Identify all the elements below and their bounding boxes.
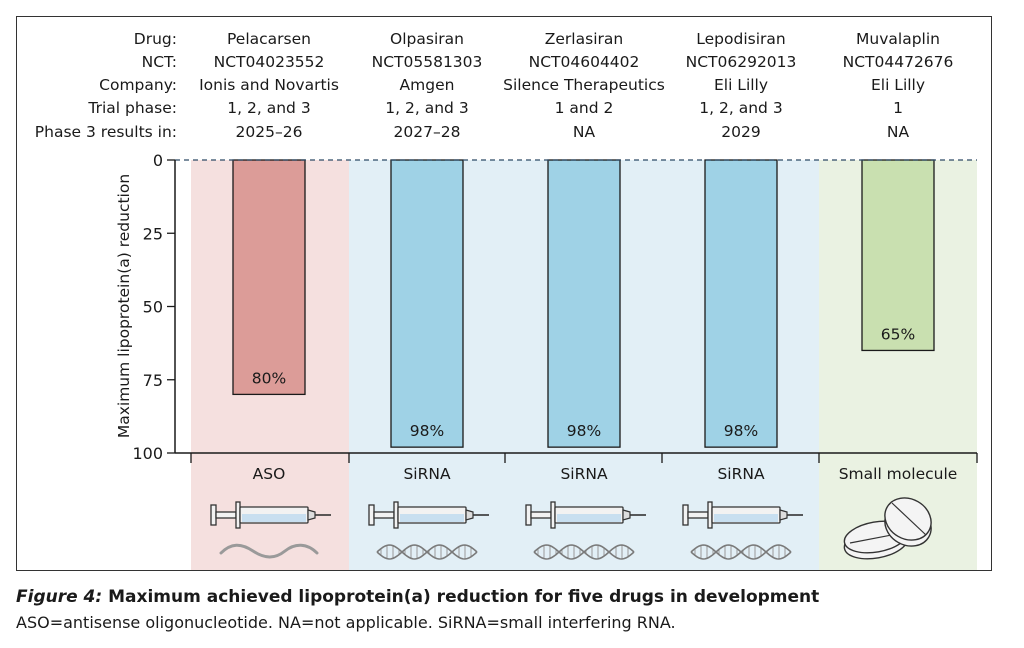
double-helix-icon [690,544,792,560]
trial-phase: 1, 2, and 3 [699,99,782,117]
caption-title-line: Figure 4: Maximum achieved lipoprotein(a… [16,586,1006,608]
y-tick-label: 75 [143,371,163,390]
category-group-label: SiRNA [560,465,608,483]
data-label: 98% [724,422,758,440]
syringe-icon [210,501,331,529]
nct-number: NCT05581303 [372,53,483,71]
chart: Drug: NCT: Company: Trial phase: Phase 3 res… [35,30,978,570]
category-group-label: SiRNA [717,465,765,483]
category-group-label: Small molecule [839,465,958,483]
oligonucleotide-wave-icon [219,543,319,559]
caption-note: ASO=antisense oligonucleotide. NA=not ap… [16,613,676,632]
category-group-label: ASO [253,465,286,483]
y-tick-label: 50 [143,298,163,317]
phase3-results: 2025–26 [236,123,303,141]
drug-name: Pelacarsen [227,30,311,48]
syringe-icon [525,501,646,529]
figure-title: Maximum achieved lipoprotein(a) reductio… [108,587,820,607]
nct-number: NCT04023552 [214,53,325,71]
figure-frame: Drug: NCT: Company: Trial phase: Phase 3 res… [16,16,992,571]
phase3-results: NA [573,123,596,141]
syringe-icon [682,501,803,529]
bar-zerlasiran [547,159,621,448]
header-row-label: NCT: [142,53,177,71]
y-tick-label: 0 [153,151,163,170]
figure-caption: Figure 4: Maximum achieved lipoprotein(a… [16,586,1006,634]
drug-name: Zerlasiran [545,30,623,48]
phase3-results: 2029 [721,123,760,141]
trial-phase: 1, 2, and 3 [227,99,310,117]
trial-phase: 1, 2, and 3 [385,99,468,117]
header-row-label: Phase 3 results in: [35,123,177,141]
nct-number: NCT04472676 [843,53,954,71]
syringe-icon [368,501,489,529]
bar-muvalaplin [861,159,935,352]
drug-name: Muvalaplin [856,30,940,48]
y-tick-label: 100 [132,444,163,463]
company-name: Silence Therapeutics [503,76,665,94]
y-tick-label: 25 [143,224,163,243]
category-group-label: SiRNA [403,465,451,483]
data-label: 65% [881,325,915,343]
company-name: Amgen [400,76,455,94]
nct-number: NCT06292013 [686,53,797,71]
figure-label: Figure 4: [16,587,103,607]
company-name: Eli Lilly [714,76,768,94]
trial-phase: 1 and 2 [555,99,614,117]
header-row-label: Company: [99,76,177,94]
drug-name: Olpasiran [390,30,464,48]
header-row-label: Drug: [134,30,177,48]
trial-phase: 1 [893,99,903,117]
company-name: Ionis and Novartis [199,76,339,94]
bar-pelacarsen [232,159,306,396]
data-label: 80% [252,369,286,387]
bar-olpasiran [390,159,464,448]
phase3-results: 2027–28 [394,123,461,141]
double-helix-icon [533,544,635,560]
header-row-label: Trial phase: [87,99,177,117]
y-axis-label: Maximum lipoprotein(a) reduction [115,174,133,438]
phase3-results: NA [887,123,910,141]
nct-number: NCT04604402 [529,53,640,71]
pills-icon [843,497,932,560]
drug-name: Lepodisiran [696,30,785,48]
double-helix-icon [376,544,478,560]
company-name: Eli Lilly [871,76,925,94]
data-label: 98% [567,422,601,440]
data-label: 98% [410,422,444,440]
bar-lepodisiran [704,159,778,448]
